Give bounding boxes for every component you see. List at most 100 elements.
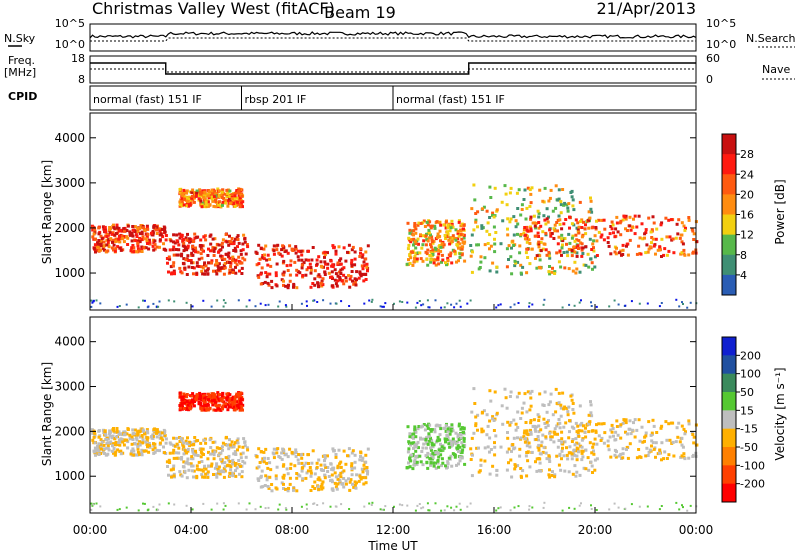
power-echo-cell: [447, 253, 451, 257]
velocity-echo-cell: [538, 457, 542, 461]
velocity-echo-cell: [99, 452, 103, 455]
velocity-echo-cell: [505, 468, 509, 472]
velocity-echo-cell: [272, 447, 276, 451]
velocity-echo-cell: [282, 463, 286, 467]
power-clutter-cell: [312, 299, 315, 302]
power-echo-cell: [560, 253, 563, 257]
power-echo-cell: [667, 218, 671, 222]
velocity-echo-cell: [621, 456, 625, 460]
velocity-echo-cell: [529, 432, 533, 436]
power-echo-cell: [525, 271, 529, 275]
power-echo-cell: [146, 242, 149, 245]
power-echo-cell: [153, 243, 157, 247]
velocity-echo-cell: [454, 442, 458, 446]
x-tick-label: 00:00: [679, 523, 714, 537]
power-echo-cell: [525, 240, 529, 244]
power-echo-cell: [454, 228, 458, 232]
velocity-echo-cell: [427, 434, 431, 438]
velocity-echo-cell: [506, 436, 510, 440]
velocity-echo-cell: [342, 485, 346, 489]
power-echo-cell: [200, 269, 204, 273]
power-echo-cell: [197, 257, 201, 261]
velocity-echo-cell: [692, 453, 695, 457]
velocity-echo-cell: [319, 463, 323, 467]
power-colorbar-cell: [722, 154, 736, 175]
power-echo-cell: [146, 227, 150, 231]
velocity-echo-cell: [489, 399, 493, 403]
power-echo-cell: [547, 250, 551, 254]
power-echo-cell: [539, 249, 543, 253]
velocity-echo-cell: [208, 394, 212, 397]
power-echo-cell: [416, 251, 420, 255]
power-echo-cell: [228, 202, 232, 205]
velocity-echo-cell: [117, 430, 121, 434]
power-echo-cell: [489, 244, 493, 248]
power-echo-cell: [122, 227, 126, 231]
power-echo-cell: [191, 247, 195, 251]
velocity-data-layer: [90, 387, 699, 512]
power-echo-cell: [674, 236, 678, 240]
velocity-echo-cell: [646, 454, 650, 457]
power-echo-cell: [538, 258, 542, 262]
velocity-echo-cell: [544, 435, 548, 439]
power-echo-cell: [151, 244, 155, 248]
power-echo-cell: [205, 203, 209, 207]
power-echo-cell: [470, 207, 474, 211]
power-echo-cell: [431, 252, 435, 256]
power-clutter-cell: [157, 305, 160, 308]
velocity-echo-cell: [230, 440, 234, 444]
velocity-echo-cell: [139, 429, 143, 433]
power-echo-cell: [167, 270, 170, 274]
power-echo-cell: [523, 237, 527, 241]
power-echo-cell: [189, 259, 193, 262]
power-echo-cell: [628, 224, 632, 228]
velocity-echo-cell: [188, 401, 192, 405]
power-echo-cell: [570, 254, 574, 258]
velocity-echo-cell: [180, 407, 184, 411]
power-echo-cell: [297, 258, 301, 262]
power-echo-cell: [580, 254, 584, 258]
velocity-echo-cell: [158, 449, 161, 453]
power-echo-cell: [692, 238, 696, 241]
velocity-echo-cell: [171, 467, 175, 471]
velocity-echo-cell: [648, 448, 652, 452]
velocity-echo-cell: [147, 450, 151, 454]
power-echo-cell: [334, 272, 338, 276]
velocity-echo-cell: [259, 450, 263, 454]
power-clutter-cell: [401, 301, 404, 303]
power-echo-cell: [237, 194, 241, 198]
power-echo-cell: [415, 259, 419, 263]
power-echo-cell: [170, 272, 173, 276]
power-echo-cell: [503, 184, 507, 188]
velocity-echo-cell: [115, 435, 118, 439]
velocity-echo-cell: [557, 463, 561, 467]
velocity-echo-cell: [209, 452, 212, 456]
velocity-echo-cell: [412, 436, 415, 440]
power-echo-cell: [103, 244, 106, 248]
power-echo-cell: [595, 219, 598, 223]
power-echo-cell: [405, 262, 409, 266]
power-echo-cell: [275, 248, 279, 252]
power-echo-cell: [99, 241, 103, 245]
power-echo-cell: [206, 254, 210, 257]
velocity-clutter-cell: [90, 502, 93, 505]
velocity-clutter-cell: [543, 501, 546, 504]
power-echo-cell: [169, 265, 173, 269]
velocity-echo-cell: [624, 421, 628, 425]
power-echo-cell: [155, 228, 158, 232]
x-axis-label: Time UT: [367, 539, 418, 553]
velocity-echo-cell: [238, 472, 241, 476]
velocity-echo-cell: [419, 460, 423, 464]
velocity-echo-cell: [184, 439, 188, 443]
velocity-echo-cell: [637, 418, 641, 422]
power-echo-cell: [660, 221, 664, 225]
power-echo-cell: [573, 239, 577, 243]
velocity-echo-cell: [267, 486, 271, 490]
velocity-echo-cell: [212, 408, 216, 412]
velocity-echo-cell: [589, 403, 593, 407]
power-echo-cell: [537, 240, 541, 244]
power-echo-cell: [218, 269, 222, 273]
power-echo-cell: [229, 241, 233, 245]
velocity-colorbar-cell: [722, 465, 736, 485]
velocity-echo-cell: [238, 402, 242, 406]
